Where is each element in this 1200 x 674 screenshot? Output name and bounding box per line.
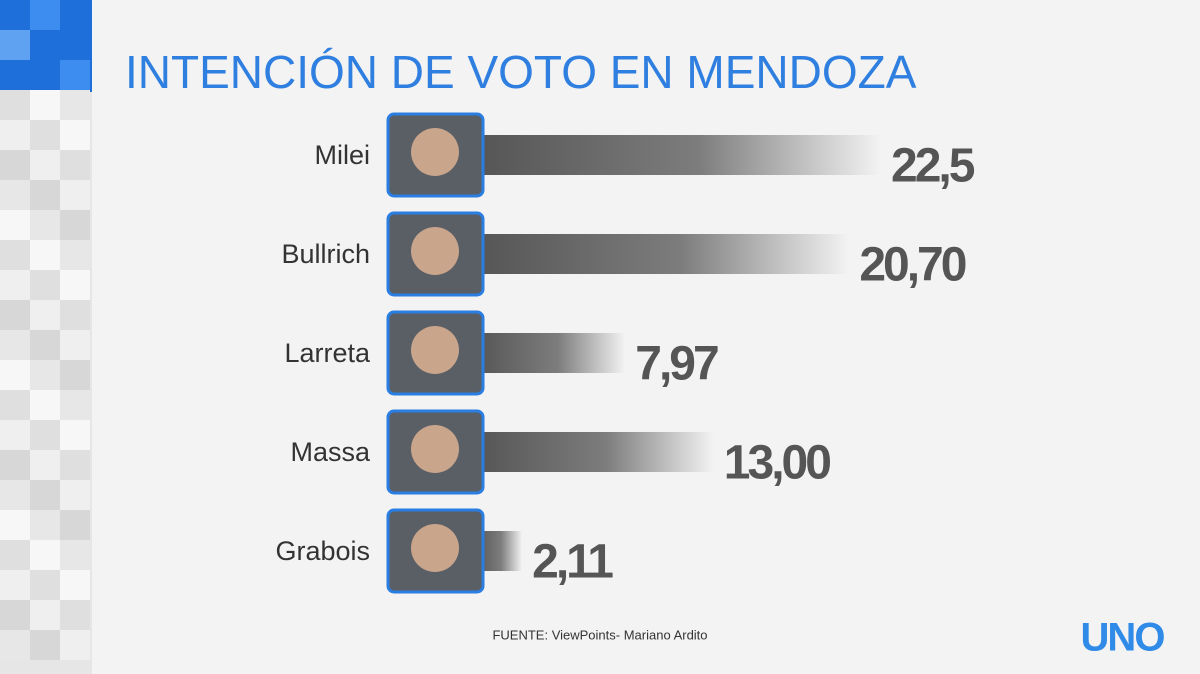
strip-tile (0, 600, 30, 630)
bar (475, 432, 714, 472)
data-label: 20,70 (859, 239, 965, 292)
strip-tile (0, 210, 30, 240)
strip-tile (0, 510, 30, 540)
strip-tile (30, 450, 60, 480)
strip-tile (30, 420, 60, 450)
strip-tile (30, 240, 60, 270)
strip-tile (60, 390, 90, 420)
category-label: Bullrich (281, 239, 370, 269)
strip-tile (30, 360, 60, 390)
strip-tile (60, 540, 90, 570)
data-label: 7,97 (635, 338, 718, 391)
strip-tile (30, 270, 60, 300)
photo-face (411, 227, 459, 275)
bar (475, 333, 626, 373)
strip-tile (0, 270, 30, 300)
strip-tile (30, 120, 60, 150)
strip-tile (0, 390, 30, 420)
strip-tile (0, 150, 30, 180)
strip-tile (0, 90, 30, 120)
strip-tile (0, 240, 30, 270)
category-label: Larreta (284, 338, 371, 368)
photo-face (411, 128, 459, 176)
photo-face (411, 524, 459, 572)
strip-tile (60, 630, 90, 660)
strip-tile (60, 210, 90, 240)
strip-tile (30, 510, 60, 540)
strip-tile (0, 450, 30, 480)
strip-tile (0, 480, 30, 510)
category-label: Milei (314, 140, 370, 170)
strip-tile (60, 330, 90, 360)
strip-tile (30, 90, 60, 120)
bar (475, 234, 850, 274)
strip-tile (30, 330, 60, 360)
strip-tile (0, 120, 30, 150)
strip-tile (60, 480, 90, 510)
strip-tile (0, 570, 30, 600)
strip-tile (30, 150, 60, 180)
strip-tile (0, 300, 30, 330)
strip-tile (60, 600, 90, 630)
strip-tile (60, 90, 90, 120)
data-label: 22,5 (891, 140, 975, 193)
strip-tile (0, 330, 30, 360)
strip-tile (60, 240, 90, 270)
strip-tile (0, 630, 30, 660)
strip-tile (30, 210, 60, 240)
data-label: 13,00 (724, 437, 830, 490)
bar (475, 135, 881, 175)
strip-tile (30, 300, 60, 330)
strip-tile (30, 600, 60, 630)
chart-title: INTENCIÓN DE VOTO EN MENDOZA (125, 46, 917, 98)
source: FUENTE: ViewPoints- Mariano Ardito (492, 627, 707, 642)
strip-tile (60, 450, 90, 480)
strip-tile (0, 360, 30, 390)
strip-tile (30, 180, 60, 210)
strip-tile (60, 270, 90, 300)
strip-tile (30, 480, 60, 510)
strip-tile (0, 180, 30, 210)
strip-tile (60, 300, 90, 330)
strip-tile (60, 510, 90, 540)
strip-tile (60, 120, 90, 150)
strip-tile (60, 360, 90, 390)
strip-tile (30, 540, 60, 570)
category-label: Massa (290, 437, 371, 467)
logo: UNO (1081, 616, 1165, 660)
strip-tile (0, 420, 30, 450)
strip-tile (30, 630, 60, 660)
strip-tile (60, 180, 90, 210)
photo-face (411, 326, 459, 374)
strip-tile (30, 570, 60, 600)
strip-tile (0, 540, 30, 570)
strip-tile (30, 390, 60, 420)
data-label: 2,11 (532, 536, 613, 589)
strip-tile (60, 420, 90, 450)
decorative-strip (0, 0, 92, 674)
category-label: Grabois (275, 536, 370, 566)
strip-tile (60, 570, 90, 600)
photo-face (411, 425, 459, 473)
strip-tile (60, 150, 90, 180)
